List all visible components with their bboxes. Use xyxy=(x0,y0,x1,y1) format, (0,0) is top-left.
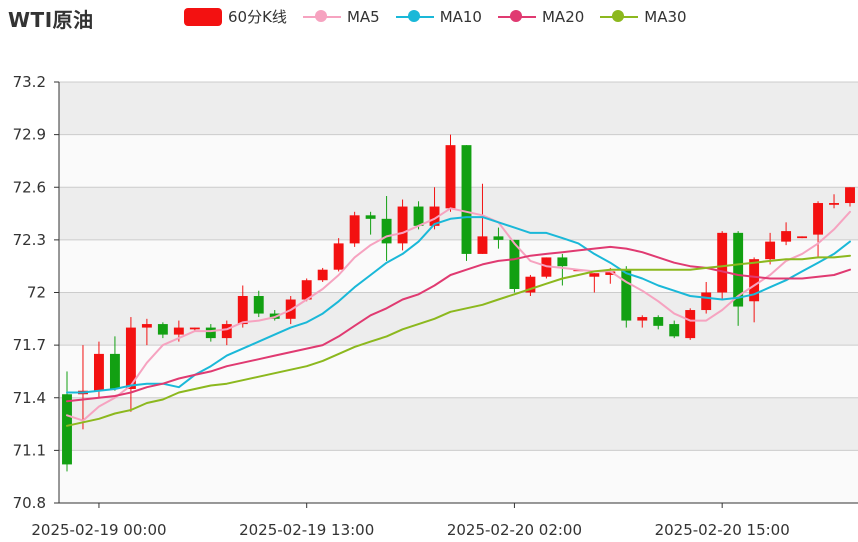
candle-body xyxy=(141,324,152,328)
candle-body xyxy=(429,206,440,226)
y-tick-label: 72.9 xyxy=(13,126,46,144)
candle-body xyxy=(797,236,808,239)
candle-body xyxy=(189,327,200,330)
x-tick-label: 2025-02-19 13:00 xyxy=(239,521,374,539)
ma-line-ma20 xyxy=(66,245,851,403)
legend-item-ma10[interactable]: MA10 xyxy=(395,7,482,26)
legend-label: MA30 xyxy=(644,7,687,26)
plot-band xyxy=(59,187,858,240)
legend-label: 60分K线 xyxy=(228,8,287,26)
candle-body xyxy=(813,203,824,235)
legend-item-kline[interactable]: 60分K线 xyxy=(184,6,287,27)
plot-band xyxy=(59,450,858,503)
y-tick-label: 71.4 xyxy=(13,389,46,407)
candle-body xyxy=(333,243,344,270)
chart-title: WTI原油 xyxy=(8,8,94,32)
legend: 60分K线 MA5 MA10 MA20 MA30 xyxy=(184,6,687,27)
plot-band xyxy=(59,82,858,135)
candle-body xyxy=(109,353,120,389)
y-tick-label: 72 xyxy=(27,284,46,302)
candle-body xyxy=(477,236,488,254)
ma10-swatch-icon xyxy=(395,8,434,26)
x-tick-label: 2025-02-20 02:00 xyxy=(447,521,582,539)
legend-label: MA5 xyxy=(346,7,380,26)
candle-body xyxy=(733,232,744,307)
ma5-swatch-icon xyxy=(302,8,341,26)
candle-body xyxy=(317,269,328,281)
legend-label: MA20 xyxy=(541,7,585,26)
candle-body xyxy=(653,317,664,326)
candle-body xyxy=(493,236,504,240)
candle-body xyxy=(605,271,616,275)
candle-body xyxy=(525,276,536,293)
plot-band xyxy=(59,345,858,398)
ma-line-ma5 xyxy=(66,207,851,422)
candle-body xyxy=(173,327,184,335)
candle-body xyxy=(397,206,408,244)
candle-body xyxy=(637,317,648,321)
candle-body xyxy=(557,257,568,267)
y-tick-label: 70.8 xyxy=(13,494,46,512)
candle-body xyxy=(205,327,216,339)
candle-body xyxy=(221,324,232,339)
candle-body xyxy=(413,206,424,226)
y-tick-label: 71.1 xyxy=(13,441,46,459)
candle-body xyxy=(461,145,472,254)
legend-label: MA10 xyxy=(439,7,482,26)
candle-body xyxy=(589,273,600,277)
candle-body xyxy=(125,327,136,389)
candle-body xyxy=(253,296,264,314)
candle-body xyxy=(829,203,839,205)
candle-body xyxy=(349,215,360,244)
plot-band xyxy=(59,134,858,188)
ma20-swatch-icon xyxy=(497,8,536,26)
legend-item-ma20[interactable]: MA20 xyxy=(497,7,585,26)
candle-body xyxy=(301,280,312,300)
candle-body xyxy=(701,292,712,311)
candle-body xyxy=(685,310,696,339)
ma-line-ma30 xyxy=(66,254,851,427)
y-tick-label: 71.7 xyxy=(13,336,46,354)
x-tick-label: 2025-02-20 15:00 xyxy=(655,521,790,539)
kline-swatch-icon xyxy=(184,7,222,26)
candle-body xyxy=(157,324,168,335)
candle-body xyxy=(669,324,680,337)
candle-body xyxy=(445,145,456,209)
candle-body xyxy=(237,296,248,325)
candle-body xyxy=(621,269,632,321)
legend-item-ma30[interactable]: MA30 xyxy=(600,7,687,26)
candle-body xyxy=(749,259,760,302)
y-tick-label: 72.6 xyxy=(13,178,46,196)
candle-body xyxy=(93,353,104,391)
candle-body xyxy=(845,187,855,204)
legend-item-ma5[interactable]: MA5 xyxy=(302,7,380,26)
candle-body xyxy=(765,241,776,260)
y-tick-label: 72.3 xyxy=(13,231,46,249)
candle-body xyxy=(62,394,72,465)
y-tick-label: 73.2 xyxy=(13,73,46,91)
candle-body xyxy=(781,231,792,242)
candle-body xyxy=(381,218,392,244)
ma30-swatch-icon xyxy=(600,8,639,26)
candle-body xyxy=(365,215,376,219)
plot-band xyxy=(59,397,858,451)
x-tick-label: 2025-02-19 00:00 xyxy=(31,521,166,539)
candle-body xyxy=(717,232,728,293)
candle-body xyxy=(509,239,520,289)
plot-band xyxy=(59,292,858,346)
